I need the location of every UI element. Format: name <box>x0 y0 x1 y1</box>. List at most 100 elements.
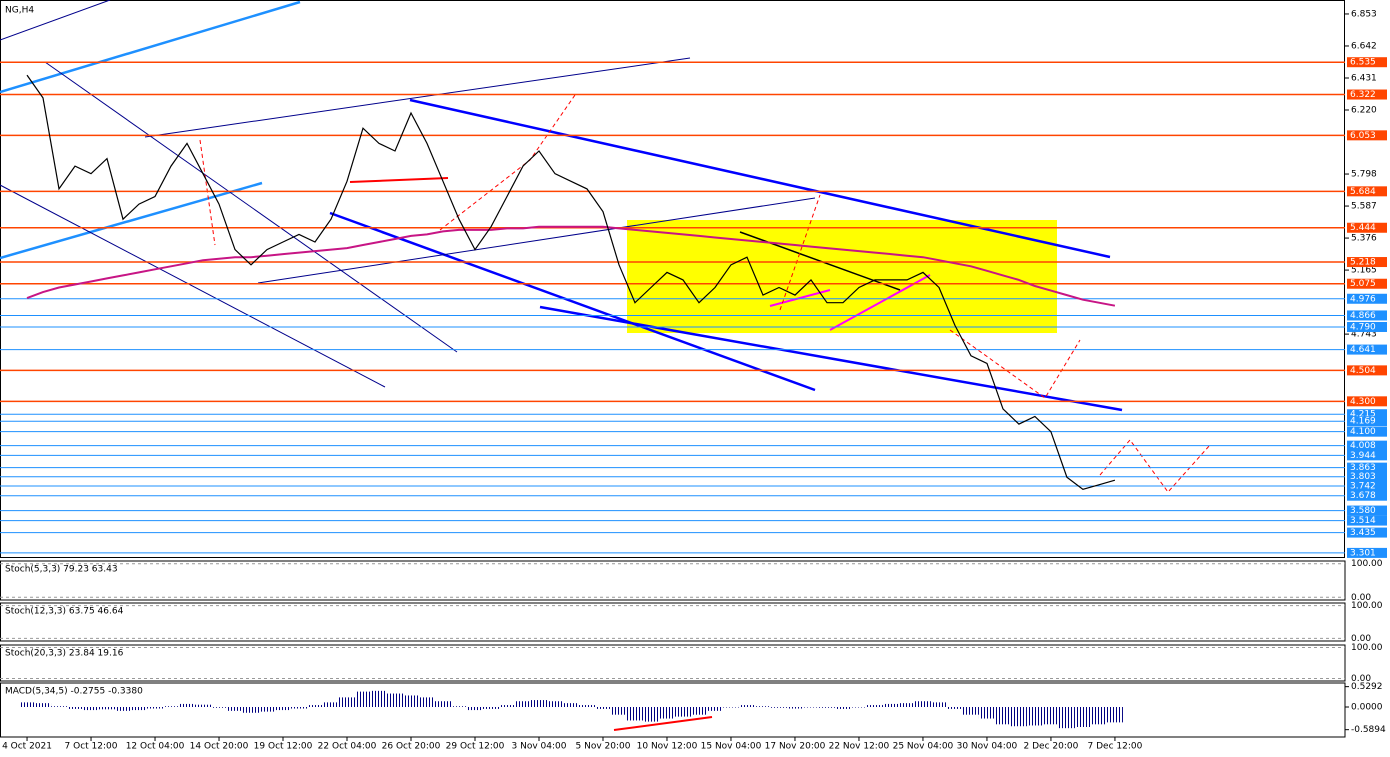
divergence-line <box>613 716 713 731</box>
macd-bar <box>1058 707 1075 729</box>
macd-bar <box>195 704 212 707</box>
macd-bar <box>323 702 340 707</box>
level-tag <box>1347 278 1387 289</box>
x-tick-label: 25 Nov 04:00 <box>893 742 954 752</box>
x-tick-label: 10 Nov 12:00 <box>637 742 698 752</box>
level-tag <box>1347 440 1387 451</box>
x-tick-label: 22 Oct 04:00 <box>318 742 377 752</box>
macd-bar <box>403 695 420 707</box>
macd-bar <box>850 707 867 708</box>
macd-bar <box>754 706 771 707</box>
y-tick-label: 5.587 <box>1351 202 1377 212</box>
macd-bar <box>243 707 260 713</box>
macd-bar <box>163 706 180 707</box>
level-label: 6.322 <box>1350 90 1376 100</box>
level-tag <box>1347 396 1387 407</box>
level-tag <box>1347 186 1387 197</box>
macd-bar <box>962 707 979 715</box>
macd-bar <box>834 707 851 709</box>
macd-bar <box>83 707 100 711</box>
panel-tick-label: 0.0000 <box>1351 703 1383 713</box>
series-line <box>26 225 1116 307</box>
macd-bar <box>482 707 499 709</box>
macd-bar <box>1090 707 1107 725</box>
panel-tick-label: 0.00 <box>1351 634 1371 644</box>
x-tick-label: 14 Oct 20:00 <box>190 742 249 752</box>
projection <box>1099 439 1211 493</box>
level-label: 4.976 <box>1350 294 1376 304</box>
macd-bar <box>1026 707 1043 726</box>
trend-line <box>329 211 816 392</box>
level-label: 4.300 <box>1350 397 1376 407</box>
level-tag <box>1347 450 1387 461</box>
y-tick-label: 4.743 <box>1351 330 1377 340</box>
trend-line <box>0 0 301 94</box>
macd-bar <box>578 705 595 707</box>
level-label: 4.504 <box>1350 366 1376 376</box>
chart-title: NG,H4 <box>5 6 34 16</box>
macd-bar <box>307 705 324 707</box>
trend-line <box>0 0 111 41</box>
y-tick-label: 6.642 <box>1351 41 1377 51</box>
macd-bar <box>291 707 308 709</box>
level-tag <box>1347 515 1387 526</box>
x-tick-label: 17 Nov 20:00 <box>765 742 826 752</box>
x-tick-label: 12 Oct 04:00 <box>126 742 185 752</box>
level-label: 3.514 <box>1350 516 1376 526</box>
y-tick-label: 5.798 <box>1351 170 1377 180</box>
macd-bar <box>99 707 116 710</box>
macd-bar <box>546 701 563 707</box>
macd-bar <box>339 697 356 707</box>
macd-bar <box>882 703 899 707</box>
macd-bar <box>115 707 132 711</box>
macd-bar <box>450 706 467 707</box>
macd-bar <box>1042 707 1059 725</box>
level-tag <box>1347 321 1387 332</box>
macd-bar <box>818 707 835 708</box>
y-tick-label: 6.431 <box>1351 73 1377 83</box>
level-label: 6.535 <box>1350 58 1376 68</box>
macd-bar <box>610 707 627 715</box>
trend-line <box>44 61 458 353</box>
x-tick-label: 7 Dec 12:00 <box>1088 742 1143 752</box>
macd-bar <box>722 707 739 708</box>
macd-bar <box>147 707 164 709</box>
macd-bar <box>227 707 244 711</box>
level-label: 4.008 <box>1350 441 1376 451</box>
x-tick-label: 7 Oct 12:00 <box>65 742 118 752</box>
y-tick-label: 5.165 <box>1351 266 1377 276</box>
macd-bar <box>435 701 452 707</box>
panel-tick-label: 0.00 <box>1351 593 1371 603</box>
macd-bar <box>35 703 52 707</box>
x-tick-label: 30 Nov 04:00 <box>957 742 1018 752</box>
panel-frame <box>0 644 1346 682</box>
y-tick-label: 6.220 <box>1351 106 1377 116</box>
trend-line <box>349 177 449 183</box>
macd-bar <box>706 707 723 711</box>
macd-bar <box>978 707 995 719</box>
panel-frame <box>0 602 1346 642</box>
macd-bar <box>946 707 963 709</box>
macd-bar <box>179 703 196 707</box>
macd-bar <box>498 705 515 707</box>
projection <box>949 329 1081 399</box>
level-tag <box>1347 416 1387 427</box>
level-tag <box>1347 344 1387 355</box>
macd-bar <box>211 707 228 708</box>
level-label: 4.790 <box>1350 322 1376 332</box>
x-tick-label: 29 Oct 12:00 <box>446 742 505 752</box>
x-tick-label: 4 Oct 2021 <box>2 742 52 752</box>
level-label: 3.944 <box>1350 451 1376 461</box>
level-label: 3.678 <box>1350 491 1376 501</box>
panel-label: MACD(5,34,5) -0.2755 -0.3380 <box>5 687 143 697</box>
macd-bar <box>994 707 1011 725</box>
macd-bar <box>1106 707 1123 723</box>
level-tag <box>1347 57 1387 68</box>
trend-line <box>0 184 386 388</box>
level-tag <box>1347 365 1387 376</box>
panel-frame <box>0 682 1346 738</box>
macd-bar <box>387 693 404 707</box>
level-tag <box>1347 490 1387 501</box>
panel-label: Stoch(5,3,3) 79.23 63.43 <box>5 565 118 575</box>
x-tick-label: 2 Dec 20:00 <box>1024 742 1079 752</box>
